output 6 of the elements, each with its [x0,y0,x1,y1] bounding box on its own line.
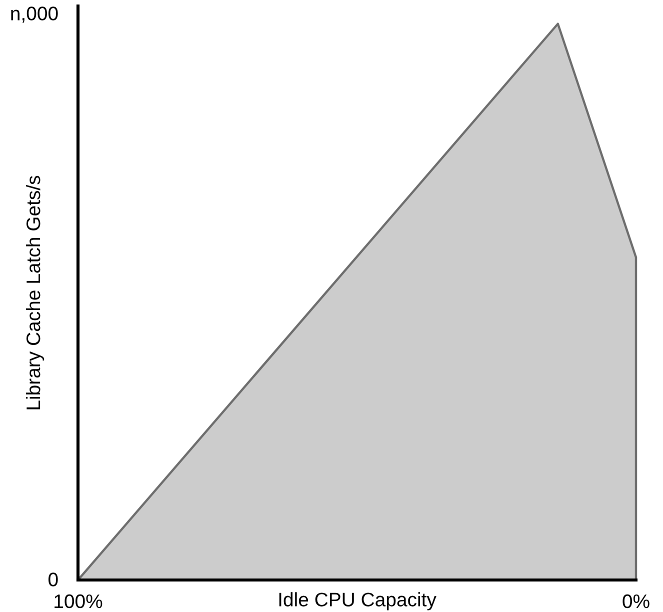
x-tick-label: 100% [54,594,102,608]
x-axis-title: Idle CPU Capacity [279,592,436,610]
text: 0 [48,572,58,586]
text: n,000 [11,6,58,23]
x-tick-label: 0% [622,594,650,608]
y-axis-title: Library Cache Latch Gets/s [26,176,44,410]
